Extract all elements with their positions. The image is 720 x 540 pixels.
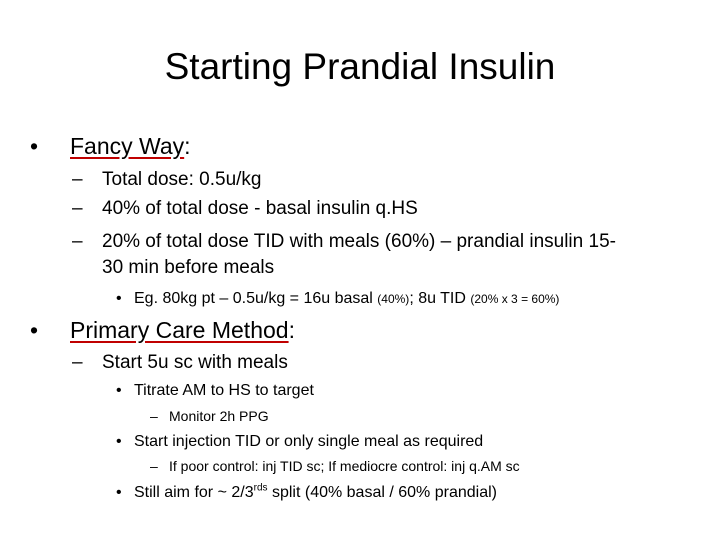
list-item-monitor: – Monitor 2h PPG xyxy=(150,407,269,425)
example-part-b-small: (20% x 3 = 60%) xyxy=(470,292,560,306)
split-post: split (40% basal / 60% prandial) xyxy=(267,484,497,501)
bullet-icon: • xyxy=(30,317,39,343)
total-dose-text: Total dose: 0.5u/kg xyxy=(102,169,262,190)
prandial-text: 20% of total dose TID with meals (60%) –… xyxy=(102,231,616,252)
list-item-split: • Still aim for ~ 2/3rds split (40% basa… xyxy=(116,483,497,503)
monitor-text: Monitor 2h PPG xyxy=(169,408,269,424)
bullet-icon: • xyxy=(116,290,122,307)
list-item-titrate: • Titrate AM to HS to target xyxy=(116,381,314,401)
list-item-total-dose: – Total dose: 0.5u/kg xyxy=(72,168,262,192)
titrate-text: Titrate AM to HS to target xyxy=(134,382,314,399)
split-sup: rds xyxy=(253,482,268,494)
slide-title: Starting Prandial Insulin xyxy=(164,46,556,87)
fancy-way-heading: Fancy Way xyxy=(70,133,185,159)
basal-text: 40% of total dose - basal insulin q.HS xyxy=(102,198,418,219)
start-text: Start 5u sc with meals xyxy=(102,352,288,373)
list-item-control: – If poor control: inj TID sc; If medioc… xyxy=(150,457,520,475)
bullet-icon: • xyxy=(30,133,39,159)
heading-colon: : xyxy=(184,133,191,159)
dash-icon: – xyxy=(72,169,83,190)
bullet-icon: • xyxy=(116,382,122,399)
injection-text: Start injection TID or only single meal … xyxy=(134,433,484,450)
bullet-icon: • xyxy=(116,484,122,501)
list-item-basal: – 40% of total dose - basal insulin q.HS xyxy=(72,197,418,221)
heading-colon: : xyxy=(288,317,295,343)
dash-icon: – xyxy=(72,198,83,219)
control-text: If poor control: inj TID sc; If mediocre… xyxy=(169,458,520,474)
example-part-a-small: (40%) xyxy=(377,292,410,306)
split-pre: Still aim for ~ 2/3 xyxy=(134,484,254,501)
dash-icon: – xyxy=(150,458,158,474)
example-line: • Eg. 80kg pt – 0.5u/kg = 16u basal (40%… xyxy=(116,289,559,309)
dash-icon: – xyxy=(150,408,158,424)
bullet-icon: • xyxy=(116,433,122,450)
list-item-prandial: – 20% of total dose TID with meals (60%)… xyxy=(72,230,616,254)
list-item-injection: • Start injection TID or only single mea… xyxy=(116,432,483,452)
dash-icon: – xyxy=(72,352,83,373)
primary-care-heading: Primary Care Method xyxy=(70,317,289,343)
prandial-text-continued: 30 min before meals xyxy=(102,257,275,278)
example-part-a: Eg. 80kg pt – 0.5u/kg = 16u basal xyxy=(134,290,378,307)
dash-icon: – xyxy=(72,231,83,252)
list-item-start: – Start 5u sc with meals xyxy=(72,351,288,375)
example-part-b: ; 8u TID xyxy=(409,290,471,307)
